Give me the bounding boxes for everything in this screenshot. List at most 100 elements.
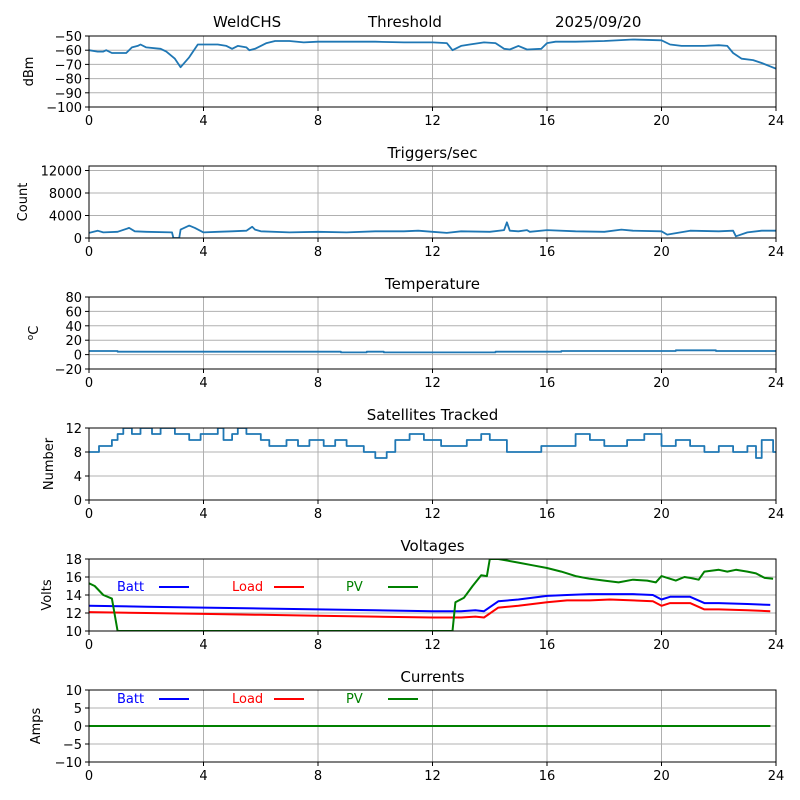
x-tick-label: 0 bbox=[85, 638, 93, 653]
x-tick-label: 4 bbox=[199, 245, 207, 260]
series-group bbox=[89, 559, 774, 631]
x-tick-label: 8 bbox=[314, 245, 322, 260]
x-tick-label: 0 bbox=[85, 245, 93, 260]
x-tick-label: 20 bbox=[653, 245, 670, 260]
y-tick-label: 18 bbox=[65, 553, 82, 568]
panel-triggers: 0 4 8 12 16 20 24 0 4000 8000 12000 Triggers/sec Cou… bbox=[16, 144, 784, 260]
y-tick-label: 16 bbox=[65, 571, 82, 586]
y-tick-label: 8000 bbox=[49, 187, 82, 202]
ylabel-unit: C bbox=[27, 326, 42, 335]
x-tick-label: 8 bbox=[314, 638, 322, 653]
x-tick-label: 24 bbox=[768, 114, 785, 129]
panel-voltages: 0 4 8 12 16 20 24 10 12 14 16 18 Voltages Volts Batt Lo… bbox=[40, 537, 784, 653]
y-tick-label: 4 bbox=[74, 470, 82, 485]
y-tick-label: −100 bbox=[46, 101, 82, 116]
panel-title: Satellites Tracked bbox=[367, 406, 498, 424]
x-tick-label: 24 bbox=[768, 769, 785, 784]
panel-title: Temperature bbox=[384, 275, 480, 293]
panel-currents: 0 4 8 12 16 20 24 −10 −5 0 5 10 Currents Amps Batt Load… bbox=[29, 668, 784, 784]
x-tick-label: 12 bbox=[424, 376, 441, 391]
x-tick-label: 20 bbox=[653, 507, 670, 522]
header-station: WeldCHS bbox=[213, 13, 281, 31]
y-tick-label: −60 bbox=[55, 44, 82, 59]
x-tick-label: 24 bbox=[768, 245, 785, 260]
x-tick-label: 16 bbox=[539, 245, 556, 260]
x-tick-label: 20 bbox=[653, 769, 670, 784]
y-tick-label: 8 bbox=[74, 446, 82, 461]
y-tick-label: −10 bbox=[55, 756, 82, 771]
series-group bbox=[89, 221, 776, 238]
y-tick-label: 60 bbox=[65, 305, 82, 320]
y-tick-label: 0 bbox=[74, 720, 82, 735]
y-axis-label: oC bbox=[26, 326, 42, 341]
x-tick-label: 4 bbox=[199, 114, 207, 129]
y-tick-label: 12 bbox=[65, 607, 82, 622]
x-tick-label: 12 bbox=[424, 769, 441, 784]
x-tick-label: 24 bbox=[768, 507, 785, 522]
x-tick-label: 16 bbox=[539, 638, 556, 653]
legend-label-batt: Batt bbox=[117, 692, 144, 707]
y-tick-label: 14 bbox=[65, 589, 82, 604]
x-tick-label: 8 bbox=[314, 507, 322, 522]
y-tick-label: 0 bbox=[74, 494, 82, 509]
y-tick-label: 20 bbox=[65, 334, 82, 349]
legend-label-load: Load bbox=[232, 580, 263, 595]
x-tick-label: 4 bbox=[199, 507, 207, 522]
y-axis-label: Number bbox=[42, 437, 57, 490]
y-tick-label: 0 bbox=[74, 349, 82, 364]
x-tick-label: 0 bbox=[85, 769, 93, 784]
x-tick-label: 4 bbox=[199, 769, 207, 784]
y-tick-label: 10 bbox=[65, 684, 82, 699]
panel-title: Currents bbox=[400, 668, 464, 686]
y-axis-label: Amps bbox=[29, 707, 44, 744]
x-tick-label: 16 bbox=[539, 507, 556, 522]
series-line-satellites bbox=[89, 428, 776, 459]
y-tick-label: 12 bbox=[65, 422, 82, 437]
x-tick-label: 0 bbox=[85, 376, 93, 391]
x-tick-label: 12 bbox=[424, 245, 441, 260]
figure-header: WeldCHS Threshold 2025/09/20 bbox=[213, 13, 641, 31]
series-line-triggers bbox=[89, 221, 776, 238]
panel-title: Triggers/sec bbox=[387, 144, 478, 162]
panel-satellites: 0 4 8 12 16 20 24 0 4 8 12 Satellites Tracked Number bbox=[42, 406, 784, 522]
y-axis-label: Volts bbox=[40, 579, 55, 611]
y-tick-label: 80 bbox=[65, 291, 82, 306]
x-tick-label: 8 bbox=[314, 114, 322, 129]
x-tick-label: 12 bbox=[424, 638, 441, 653]
series-line-load bbox=[89, 598, 771, 619]
legend: Batt Load PV bbox=[117, 580, 418, 595]
x-tick-label: 12 bbox=[424, 507, 441, 522]
series-line-temperature bbox=[89, 349, 776, 354]
series-line-signal bbox=[89, 38, 776, 70]
x-tick-label: 20 bbox=[653, 376, 670, 391]
legend: Batt Load PV bbox=[117, 692, 418, 707]
y-tick-label: 12000 bbox=[41, 165, 82, 180]
y-axis-label: dBm bbox=[22, 57, 37, 87]
y-tick-label: −80 bbox=[55, 73, 82, 88]
y-tick-label: 40 bbox=[65, 320, 82, 335]
y-tick-label: −5 bbox=[63, 738, 82, 753]
series-group bbox=[89, 38, 776, 70]
y-tick-label: −50 bbox=[55, 30, 82, 45]
y-tick-label: 10 bbox=[65, 625, 82, 640]
x-tick-label: 0 bbox=[85, 507, 93, 522]
y-tick-label: 4000 bbox=[49, 210, 82, 225]
x-tick-label: 16 bbox=[539, 114, 556, 129]
series-line-batt bbox=[89, 593, 771, 613]
x-tick-label: 20 bbox=[653, 114, 670, 129]
x-tick-label: 20 bbox=[653, 638, 670, 653]
y-tick-label: 5 bbox=[74, 702, 82, 717]
legend-label-pv: PV bbox=[346, 692, 363, 707]
y-axis-label: Count bbox=[16, 183, 31, 222]
x-tick-label: 8 bbox=[314, 376, 322, 391]
series-line-pv bbox=[89, 559, 774, 631]
x-tick-label: 8 bbox=[314, 769, 322, 784]
legend-label-batt: Batt bbox=[117, 580, 144, 595]
x-tick-label: 4 bbox=[199, 638, 207, 653]
x-tick-label: 12 bbox=[424, 114, 441, 129]
x-tick-label: 16 bbox=[539, 376, 556, 391]
x-tick-label: 24 bbox=[768, 376, 785, 391]
